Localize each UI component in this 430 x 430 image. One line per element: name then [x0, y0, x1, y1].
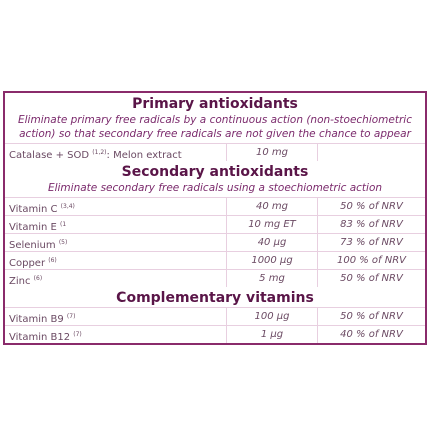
- nrv-cell: 83 % of NRV: [318, 216, 425, 233]
- nrv: 83 % of NRV: [340, 219, 403, 230]
- section-title: Primary antioxidants: [132, 96, 298, 112]
- footnote-ref: (1: [60, 221, 67, 228]
- nrv: 40 % of NRV: [340, 329, 403, 340]
- nutrient-name: Vitamin E: [9, 222, 57, 233]
- amount: 100 µg: [254, 311, 290, 322]
- nutrient-cell: Selenium (5): [5, 234, 227, 251]
- table-row: Vitamin B9 (7) 100 µg 50 % of NRV: [5, 307, 425, 325]
- footnote-ref: (5): [58, 239, 68, 246]
- nutrient-cell: Vitamin E (1: [5, 216, 227, 233]
- amount-cell: 40 µg: [227, 234, 318, 251]
- nutrient-name: Catalase + SOD: [9, 150, 90, 161]
- nrv-cell: [318, 144, 425, 161]
- nutrient-name: Vitamin B9: [9, 314, 64, 325]
- table-row: Zinc (6) 5 mg 50 % of NRV: [5, 269, 425, 287]
- footnote-ref: (6): [33, 275, 43, 282]
- nrv: 50 % of NRV: [340, 273, 403, 284]
- nutrient-suffix: : Melon extract: [106, 150, 182, 161]
- nutrient-cell: Vitamin B12 (7): [5, 326, 227, 343]
- amount: 40 µg: [257, 237, 287, 248]
- nrv-cell: 40 % of NRV: [318, 326, 425, 343]
- footnote-ref: (1,2): [92, 149, 107, 156]
- footnote-ref: (6): [48, 257, 57, 264]
- section-title: Secondary antioxidants: [121, 164, 309, 180]
- nrv-cell: 50 % of NRV: [318, 308, 425, 325]
- nutrient-name: Selenium: [9, 240, 56, 251]
- amount: 40 mg: [256, 201, 288, 212]
- footnote-ref: (7): [66, 313, 76, 320]
- nrv: 50 % of NRV: [340, 201, 403, 212]
- amount: 1 µg: [260, 329, 284, 340]
- amount-cell: 100 µg: [227, 308, 318, 325]
- section-title: Complementary vitamins: [116, 290, 314, 306]
- nutrient-name: Vitamin C: [9, 204, 58, 215]
- nrv-cell: 73 % of NRV: [318, 234, 425, 251]
- nutrient-name: Zinc: [9, 276, 31, 287]
- amount-cell: 1 µg: [227, 326, 318, 343]
- amount-cell: 40 mg: [227, 198, 318, 215]
- footnote-ref: (3,4): [60, 203, 75, 210]
- table-row: Selenium (5) 40 µg 73 % of NRV: [5, 233, 425, 251]
- amount-cell: 10 mg ET: [227, 216, 318, 233]
- amount: 10 mg ET: [248, 219, 296, 230]
- table-row: Copper (6) 1000 µg 100 % of NRV: [5, 251, 425, 269]
- nrv: 50 % of NRV: [340, 311, 403, 322]
- nutrient-name: Vitamin B12: [9, 332, 71, 343]
- section-subtitle: Eliminate primary free radicals by a con…: [18, 114, 412, 126]
- nrv-cell: 50 % of NRV: [318, 270, 425, 287]
- nutrient-cell: Vitamin B9 (7): [5, 308, 227, 325]
- table-row: Vitamin C (3,4) 40 mg 50 % of NRV: [5, 197, 425, 215]
- nutrient-cell: Copper (6): [5, 252, 227, 269]
- nrv: 73 % of NRV: [340, 237, 403, 248]
- amount-cell: 10 mg: [227, 144, 318, 161]
- amount-cell: 1000 µg: [227, 252, 318, 269]
- table-row: Vitamin E (1 10 mg ET 83 % of NRV: [5, 215, 425, 233]
- section-subtitle: Eliminate secondary free radicals using …: [47, 182, 383, 194]
- nrv: 100 % of NRV: [336, 255, 407, 266]
- nutrient-cell: Vitamin C (3,4): [5, 198, 227, 215]
- nutrient-cell: Catalase + SOD (1,2): Melon extract: [5, 144, 227, 161]
- amount: 1000 µg: [251, 255, 293, 266]
- nutrient-name: Copper: [9, 258, 46, 269]
- nrv-cell: 50 % of NRV: [318, 198, 425, 215]
- table-row: Vitamin B12 (7) 1 µg 40 % of NRV: [5, 325, 425, 343]
- amount: 10 mg: [256, 147, 288, 158]
- table-row: Catalase + SOD (1,2): Melon extract 10 mg: [5, 143, 425, 161]
- amount: 5 mg: [259, 273, 285, 284]
- nrv-cell: 100 % of NRV: [318, 252, 425, 269]
- amount-cell: 5 mg: [227, 270, 318, 287]
- nutrient-cell: Zinc (6): [5, 270, 227, 287]
- nutrition-table: Primary antioxidants Eliminate primary fr…: [3, 91, 427, 345]
- section-subtitle: action) so that secondary free radicals …: [19, 128, 411, 140]
- footnote-ref: (7): [73, 331, 82, 338]
